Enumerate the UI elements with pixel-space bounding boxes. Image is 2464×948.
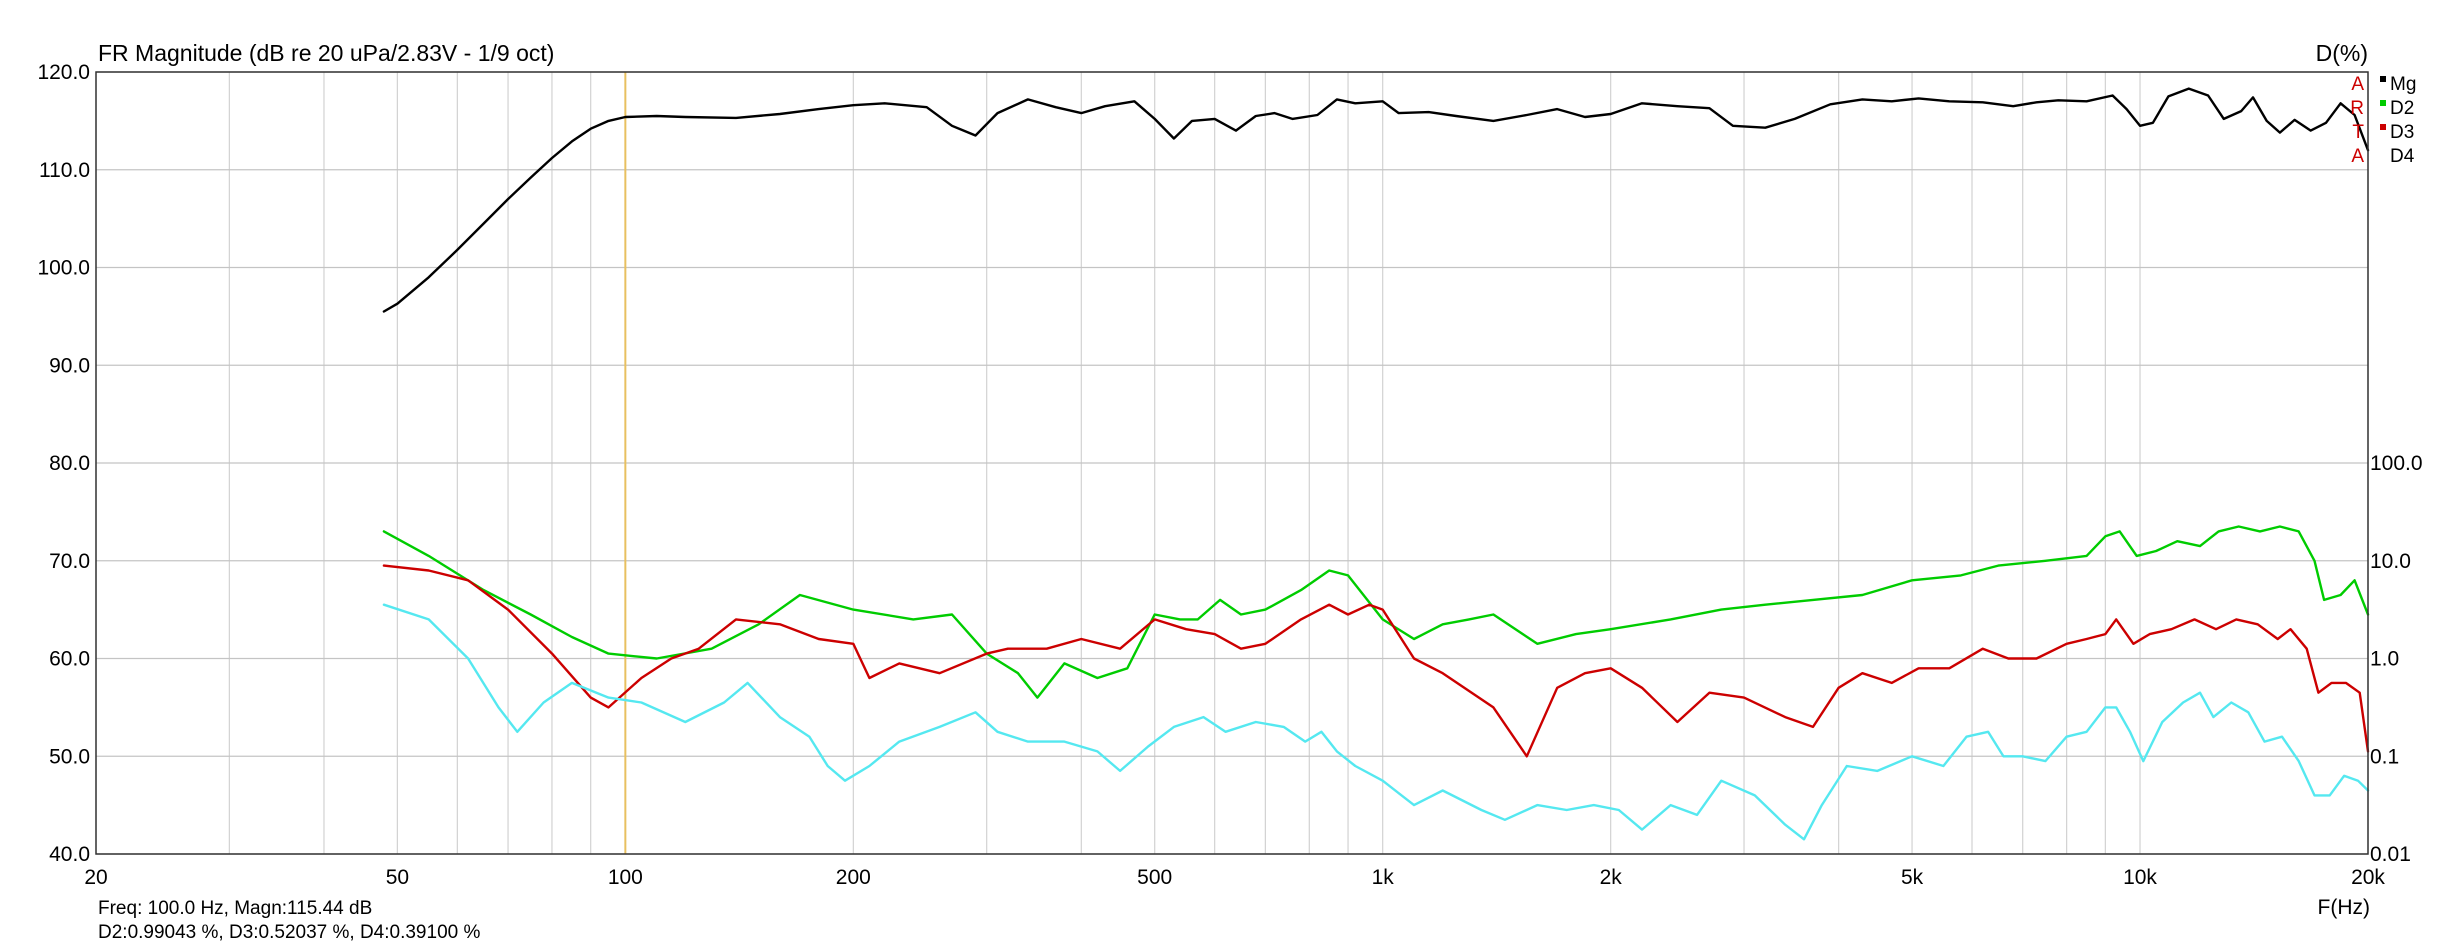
x-tick-label: 50 — [386, 866, 409, 889]
series-line-d4 — [382, 603, 2370, 841]
y2-tick-label: 10.0 — [2370, 550, 2411, 573]
x-tick-label: 2k — [1600, 866, 1623, 889]
y2-tick-label: 1.0 — [2370, 648, 2399, 671]
x-tick-label: 5k — [1901, 866, 1924, 889]
right-axis-title: D(%) — [2316, 40, 2368, 66]
y2-tick-label: 0.01 — [2370, 843, 2411, 866]
x-axis-label: F(Hz) — [2318, 896, 2370, 919]
readout-line-1: Freq: 100.0 Hz, Magn:115.44 dB — [98, 898, 372, 919]
series-line-mg — [382, 87, 2370, 313]
grid — [95, 71, 2369, 855]
legend-label-d3: D3 — [2390, 122, 2414, 143]
x-tick-label: 20k — [2351, 866, 2385, 889]
y-tick-label: 50.0 — [49, 745, 90, 768]
side-letter: A — [2351, 146, 2364, 167]
side-letter: A — [2351, 74, 2364, 95]
y-tick-label: 70.0 — [49, 550, 90, 573]
y-tick-label: 40.0 — [49, 843, 90, 866]
y-tick-label: 80.0 — [49, 452, 90, 475]
y-tick-label: 90.0 — [49, 354, 90, 377]
y-tick-label: 110.0 — [39, 159, 90, 182]
readout-line-2: D2:0.99043 %, D3:0.52037 %, D4:0.39100 % — [98, 922, 480, 943]
y2-tick-label: 0.1 — [2370, 745, 2399, 768]
x-tick-label: 100 — [608, 866, 643, 889]
legend-label-mg: Mg — [2390, 74, 2416, 95]
y-tick-label: 120.0 — [37, 61, 90, 84]
x-tick-label: 200 — [836, 866, 871, 889]
legend-label-d2: D2 — [2390, 98, 2414, 119]
x-tick-label: 20 — [84, 866, 107, 889]
y-tick-label: 100.0 — [37, 257, 90, 280]
legend-swatch-d2 — [2380, 100, 2386, 106]
plot-frame — [95, 71, 2369, 855]
series-line-d3 — [382, 564, 2370, 758]
x-tick-label: 10k — [2123, 866, 2157, 889]
side-letter: R — [2350, 98, 2364, 119]
series-line-d2 — [382, 525, 2370, 699]
series-layer — [382, 87, 2370, 841]
legend-swatch-d3 — [2380, 124, 2386, 130]
side-letter: T — [2352, 122, 2364, 143]
legend-label-d4: D4 — [2390, 146, 2415, 167]
labels-layer: 40.0 50.0 60.0 70.0 80.0 90.0 100.0 110.0 120.0 0… — [37, 61, 2422, 889]
y-tick-label: 60.0 — [49, 648, 90, 671]
x-tick-label: 1k — [1372, 866, 1395, 889]
legend-swatch-mg — [2380, 76, 2386, 82]
x-tick-label: 500 — [1137, 866, 1172, 889]
y2-tick-label: 100.0 — [2370, 452, 2423, 475]
chart-title: FR Magnitude (dB re 20 uPa/2.83V - 1/9 o… — [98, 40, 554, 66]
